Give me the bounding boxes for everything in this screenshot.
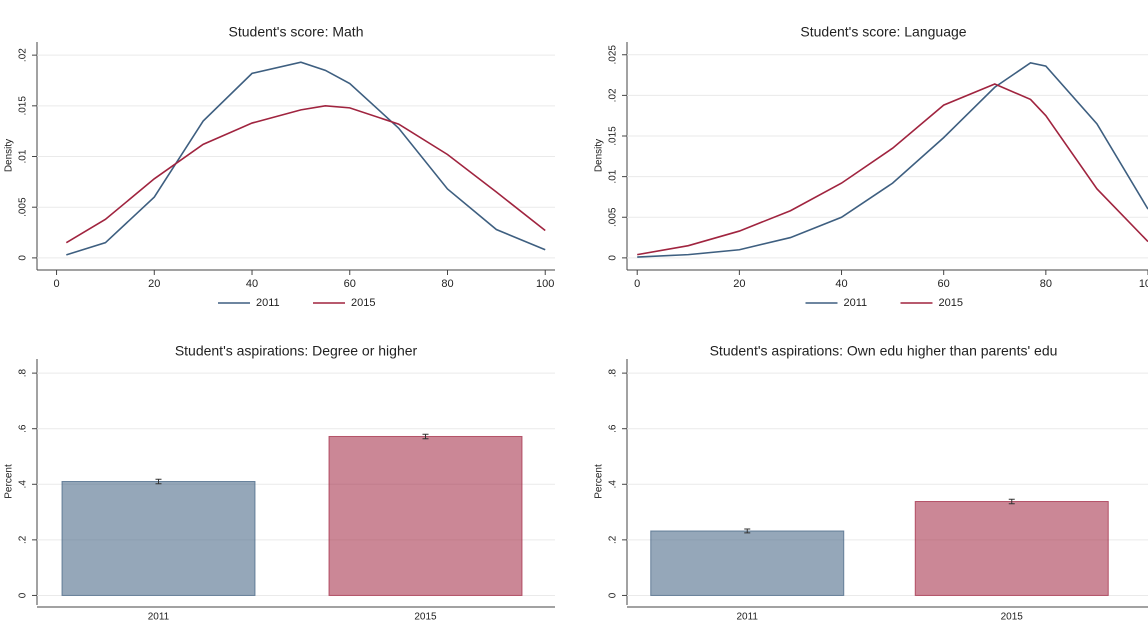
legend-label: 2011 [844,297,868,309]
x-tick-label: 20 [733,278,745,290]
chart-title: Student's score: Math [229,24,364,40]
y-tick-label: 0 [608,255,619,261]
x-tick-label: 80 [441,278,453,290]
error-bar [1008,498,1015,505]
y-tick-label: .01 [18,149,29,163]
y-axis-title: Density [594,139,605,172]
error-bar [744,528,751,534]
y-tick-label: .2 [608,535,619,544]
y-tick-label: 0 [18,255,29,261]
chart-title: Student's aspirations: Degree or higher [175,343,418,359]
y-axis-title: Density [4,139,15,172]
density-line [65,105,546,244]
y-axis-title: Percent [594,464,605,499]
x-tick-label: 2011 [736,612,758,623]
x-tick-label: 2015 [414,612,437,623]
legend-label: 2015 [939,297,963,309]
y-tick-label: .4 [608,480,619,489]
error-bar [422,433,429,440]
y-tick-label: .8 [608,369,619,378]
y-tick-label: .015 [18,96,29,116]
x-tick-label: 40 [246,278,258,290]
y-tick-label: .4 [18,480,29,489]
y-tick-label: .02 [18,48,29,62]
x-tick-label: 20 [148,278,160,290]
y-tick-label: .6 [18,424,29,433]
density-line [637,62,1148,258]
x-tick-label: 40 [835,278,847,290]
y-tick-label: 0 [18,592,29,598]
bar [61,481,256,596]
legend-label: 2011 [256,297,280,309]
x-tick-label: 0 [634,278,640,290]
x-tick-label: 0 [53,278,59,290]
y-tick-label: .01 [608,169,619,183]
y-tick-label: .015 [608,126,619,146]
x-tick-label: 60 [938,278,950,290]
x-tick-label: 100 [1139,278,1148,290]
y-tick-label: .005 [608,207,619,227]
x-tick-label: 2015 [1001,612,1024,623]
chart-title: Student's score: Language [800,24,966,40]
y-axis-title: Percent [4,464,15,499]
density-line [637,83,1148,256]
chart-title: Student's aspirations: Own edu higher th… [710,343,1058,359]
y-tick-label: .8 [18,369,29,378]
x-tick-label: 100 [536,278,554,290]
error-bar [155,478,162,485]
legend-label: 2015 [351,297,375,309]
y-tick-label: 0 [608,592,619,598]
y-tick-label: .6 [608,424,619,433]
x-tick-label: 80 [1040,278,1052,290]
x-tick-label: 2011 [148,612,170,623]
x-tick-label: 60 [344,278,356,290]
y-tick-label: .02 [608,88,619,102]
bar [650,530,845,596]
y-tick-label: .2 [18,535,29,544]
y-tick-label: .005 [18,197,29,217]
y-tick-label: .025 [608,45,619,65]
bar [914,501,1109,596]
bar [328,435,523,596]
density-line [66,61,546,256]
